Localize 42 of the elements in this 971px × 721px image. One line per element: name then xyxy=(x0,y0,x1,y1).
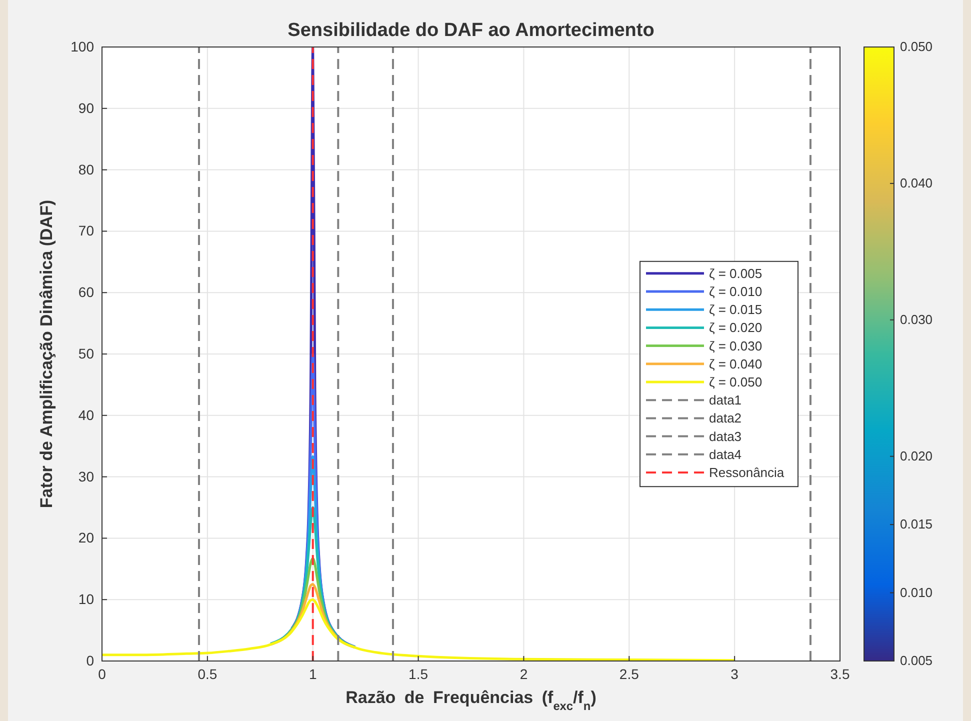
x-tick-label: 2 xyxy=(520,666,528,682)
color-bar-label: 0.050 xyxy=(900,39,933,54)
legend-label: data2 xyxy=(709,410,742,426)
y-tick-label: 70 xyxy=(78,222,94,239)
y-tick-label: 50 xyxy=(78,345,94,362)
legend-label: ζ = 0.030 xyxy=(709,338,762,354)
y-tick-label: 40 xyxy=(78,406,94,423)
legend-label: ζ = 0.005 xyxy=(709,266,762,281)
legend-label: Ressonância xyxy=(709,465,785,480)
x-tick-label: 3 xyxy=(730,666,739,682)
x-tick-label: 0 xyxy=(98,666,106,682)
y-tick-label: 20 xyxy=(78,530,94,546)
legend-label: ζ = 0.040 xyxy=(709,356,762,372)
x-tick-label: 0.5 xyxy=(198,666,218,682)
y-tick-label: 30 xyxy=(78,468,94,484)
color-bar-label: 0.015 xyxy=(900,516,933,532)
y-tick-label: 10 xyxy=(78,591,94,608)
color-bar-label: 0.020 xyxy=(900,448,933,464)
color-bar-label: 0.005 xyxy=(900,653,933,668)
x-tick-label: 1.5 xyxy=(408,666,428,682)
y-tick-label: 0 xyxy=(86,652,94,668)
legend-label: data4 xyxy=(709,446,742,462)
legend-label: data1 xyxy=(709,392,742,408)
color-bar-label: 0.010 xyxy=(900,584,933,600)
legend-label: ζ = 0.010 xyxy=(709,284,762,299)
color-bar-label: 0.040 xyxy=(900,176,933,191)
legend-label: ζ = 0.015 xyxy=(709,302,762,318)
y-tick-label: 80 xyxy=(78,161,94,178)
chart-title: Sensibilidade do DAF ao Amortecimento xyxy=(288,20,654,41)
line-series xyxy=(102,598,736,661)
legend-label: data3 xyxy=(709,428,742,444)
legend-label: ζ = 0.020 xyxy=(709,320,762,336)
x-axis-title: Razão de Frequências (f$_{exc}$/f$_{n}$) xyxy=(346,688,596,713)
x-tick-label: 1 xyxy=(308,666,317,682)
y-tick-label: 90 xyxy=(78,100,94,116)
x-tick-label: 3.5 xyxy=(830,666,850,682)
color-bar-label: 0.030 xyxy=(900,312,933,328)
y-axis-title: Fator de Amplificação Dinâmica (DAF) xyxy=(37,200,56,508)
y-tick-label: 100 xyxy=(70,38,94,54)
x-tick-label: 2.5 xyxy=(619,666,640,682)
legend-label: ζ = 0.050 xyxy=(709,374,762,390)
y-tick-label: 60 xyxy=(78,284,94,300)
